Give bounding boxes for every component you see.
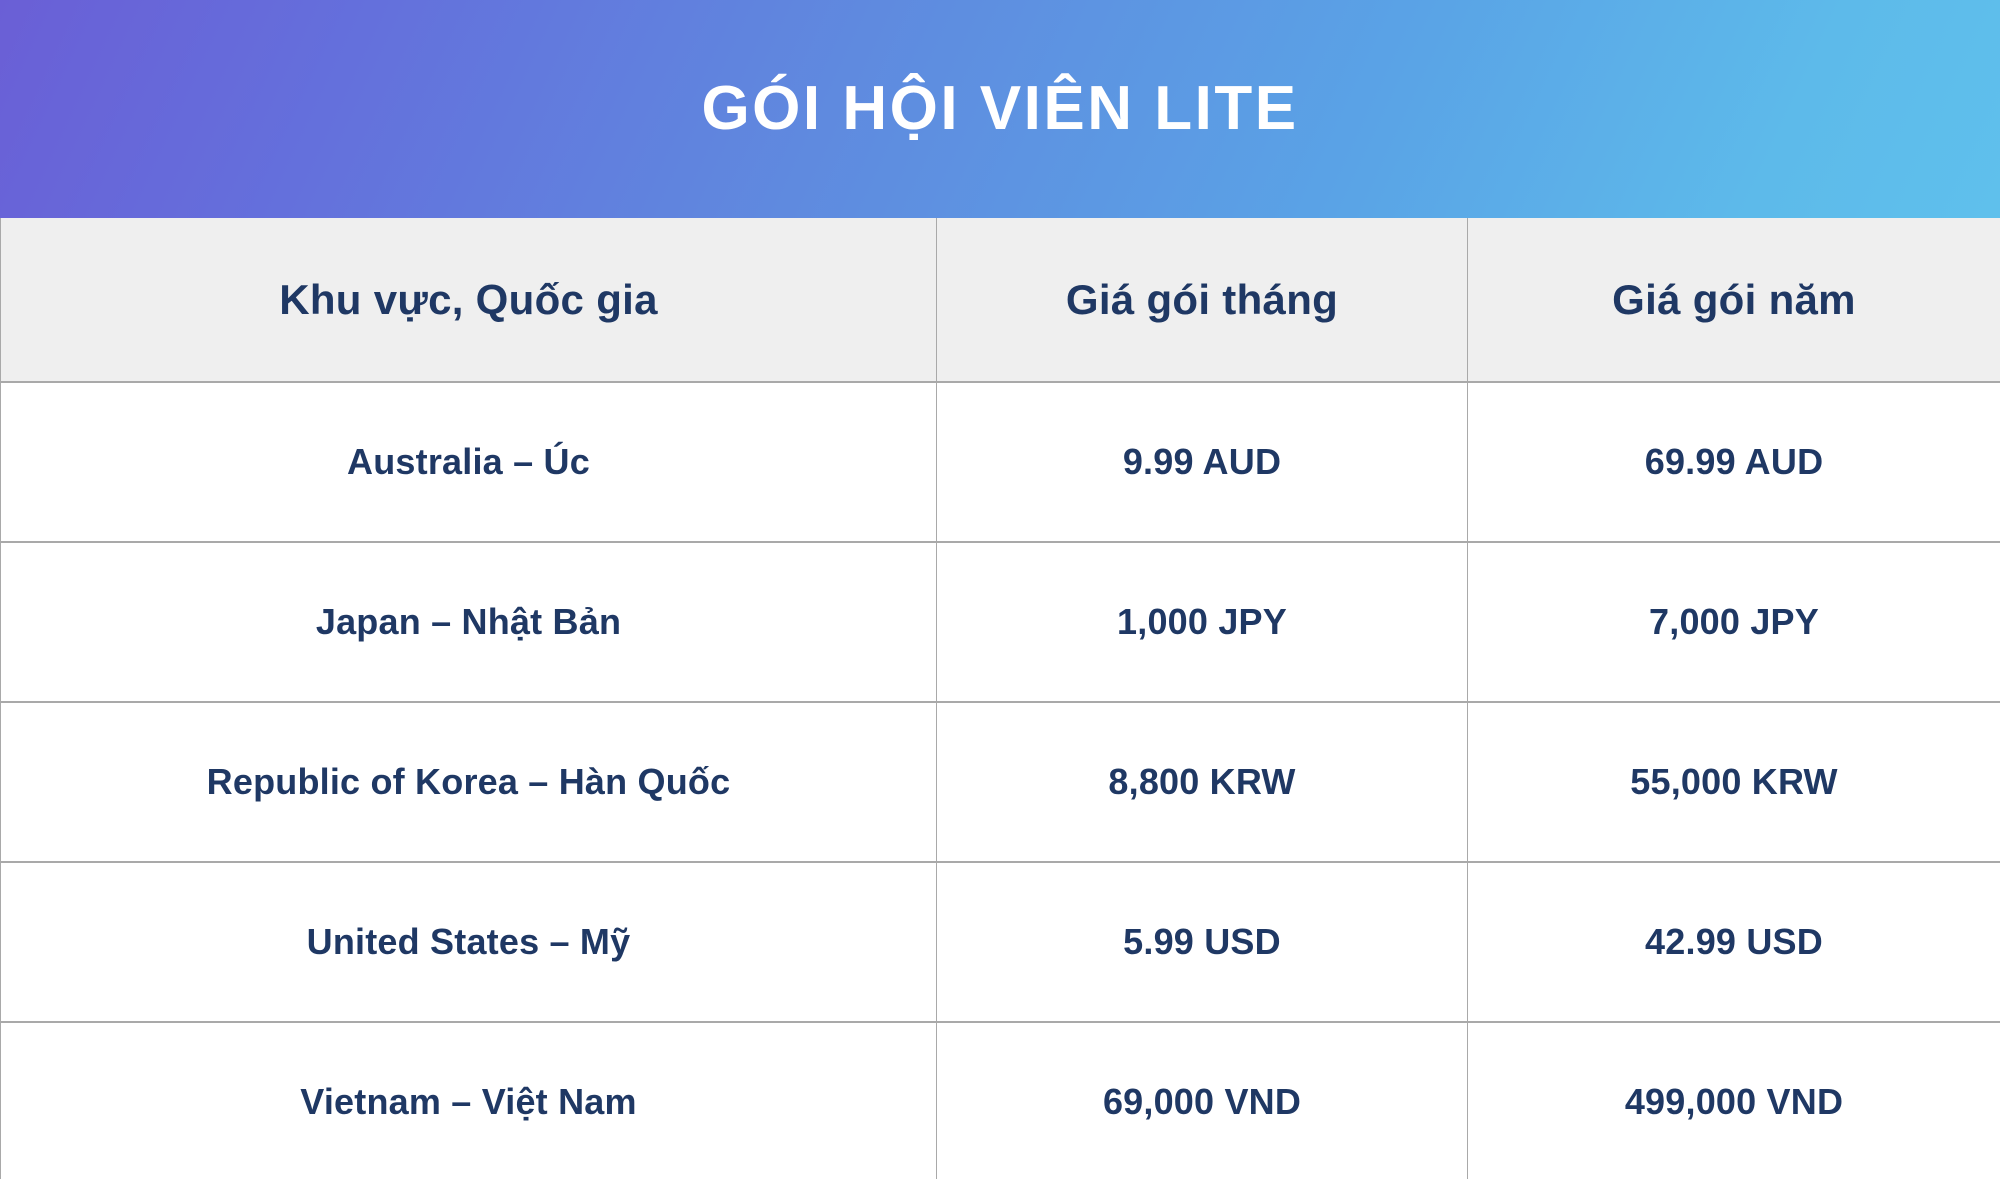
page-banner: GÓI HỘI VIÊN LITE — [0, 0, 2000, 218]
membership-pricing-table: Khu vực, Quốc gia Giá gói tháng Giá gói … — [0, 218, 2000, 1179]
page-title: GÓI HỘI VIÊN LITE — [701, 74, 1299, 143]
table-row: Vietnam – Việt Nam 69,000 VND 499,000 VN… — [0, 1021, 2000, 1179]
table-row: Japan – Nhật Bản 1,000 JPY 7,000 JPY — [0, 541, 2000, 703]
table-row: Republic of Korea – Hàn Quốc 8,800 KRW 5… — [0, 701, 2000, 863]
table-row: United States – Mỹ 5.99 USD 42.99 USD — [0, 861, 2000, 1023]
table-body: Australia – Úc 9.99 AUD 69.99 AUD Japan … — [0, 381, 2000, 1179]
cell-monthly: 5.99 USD — [936, 861, 1468, 1023]
table-header: Khu vực, Quốc gia Giá gói tháng Giá gói … — [0, 218, 2000, 383]
cell-monthly: 9.99 AUD — [936, 381, 1468, 543]
cell-monthly: 8,800 KRW — [936, 701, 1468, 863]
column-header-yearly: Giá gói năm — [1467, 218, 2000, 383]
cell-region: United States – Mỹ — [0, 861, 937, 1023]
table-header-row: Khu vực, Quốc gia Giá gói tháng Giá gói … — [0, 218, 2000, 383]
cell-yearly: 69.99 AUD — [1467, 381, 2000, 543]
cell-monthly: 69,000 VND — [936, 1021, 1468, 1179]
cell-yearly: 499,000 VND — [1467, 1021, 2000, 1179]
column-header-monthly: Giá gói tháng — [936, 218, 1468, 383]
cell-region: Australia – Úc — [0, 381, 937, 543]
column-header-region: Khu vực, Quốc gia — [0, 218, 937, 383]
table-row: Australia – Úc 9.99 AUD 69.99 AUD — [0, 381, 2000, 543]
cell-region: Japan – Nhật Bản — [0, 541, 937, 703]
cell-monthly: 1,000 JPY — [936, 541, 1468, 703]
cell-yearly: 55,000 KRW — [1467, 701, 2000, 863]
cell-region: Vietnam – Việt Nam — [0, 1021, 937, 1179]
cell-region: Republic of Korea – Hàn Quốc — [0, 701, 937, 863]
cell-yearly: 7,000 JPY — [1467, 541, 2000, 703]
cell-yearly: 42.99 USD — [1467, 861, 2000, 1023]
